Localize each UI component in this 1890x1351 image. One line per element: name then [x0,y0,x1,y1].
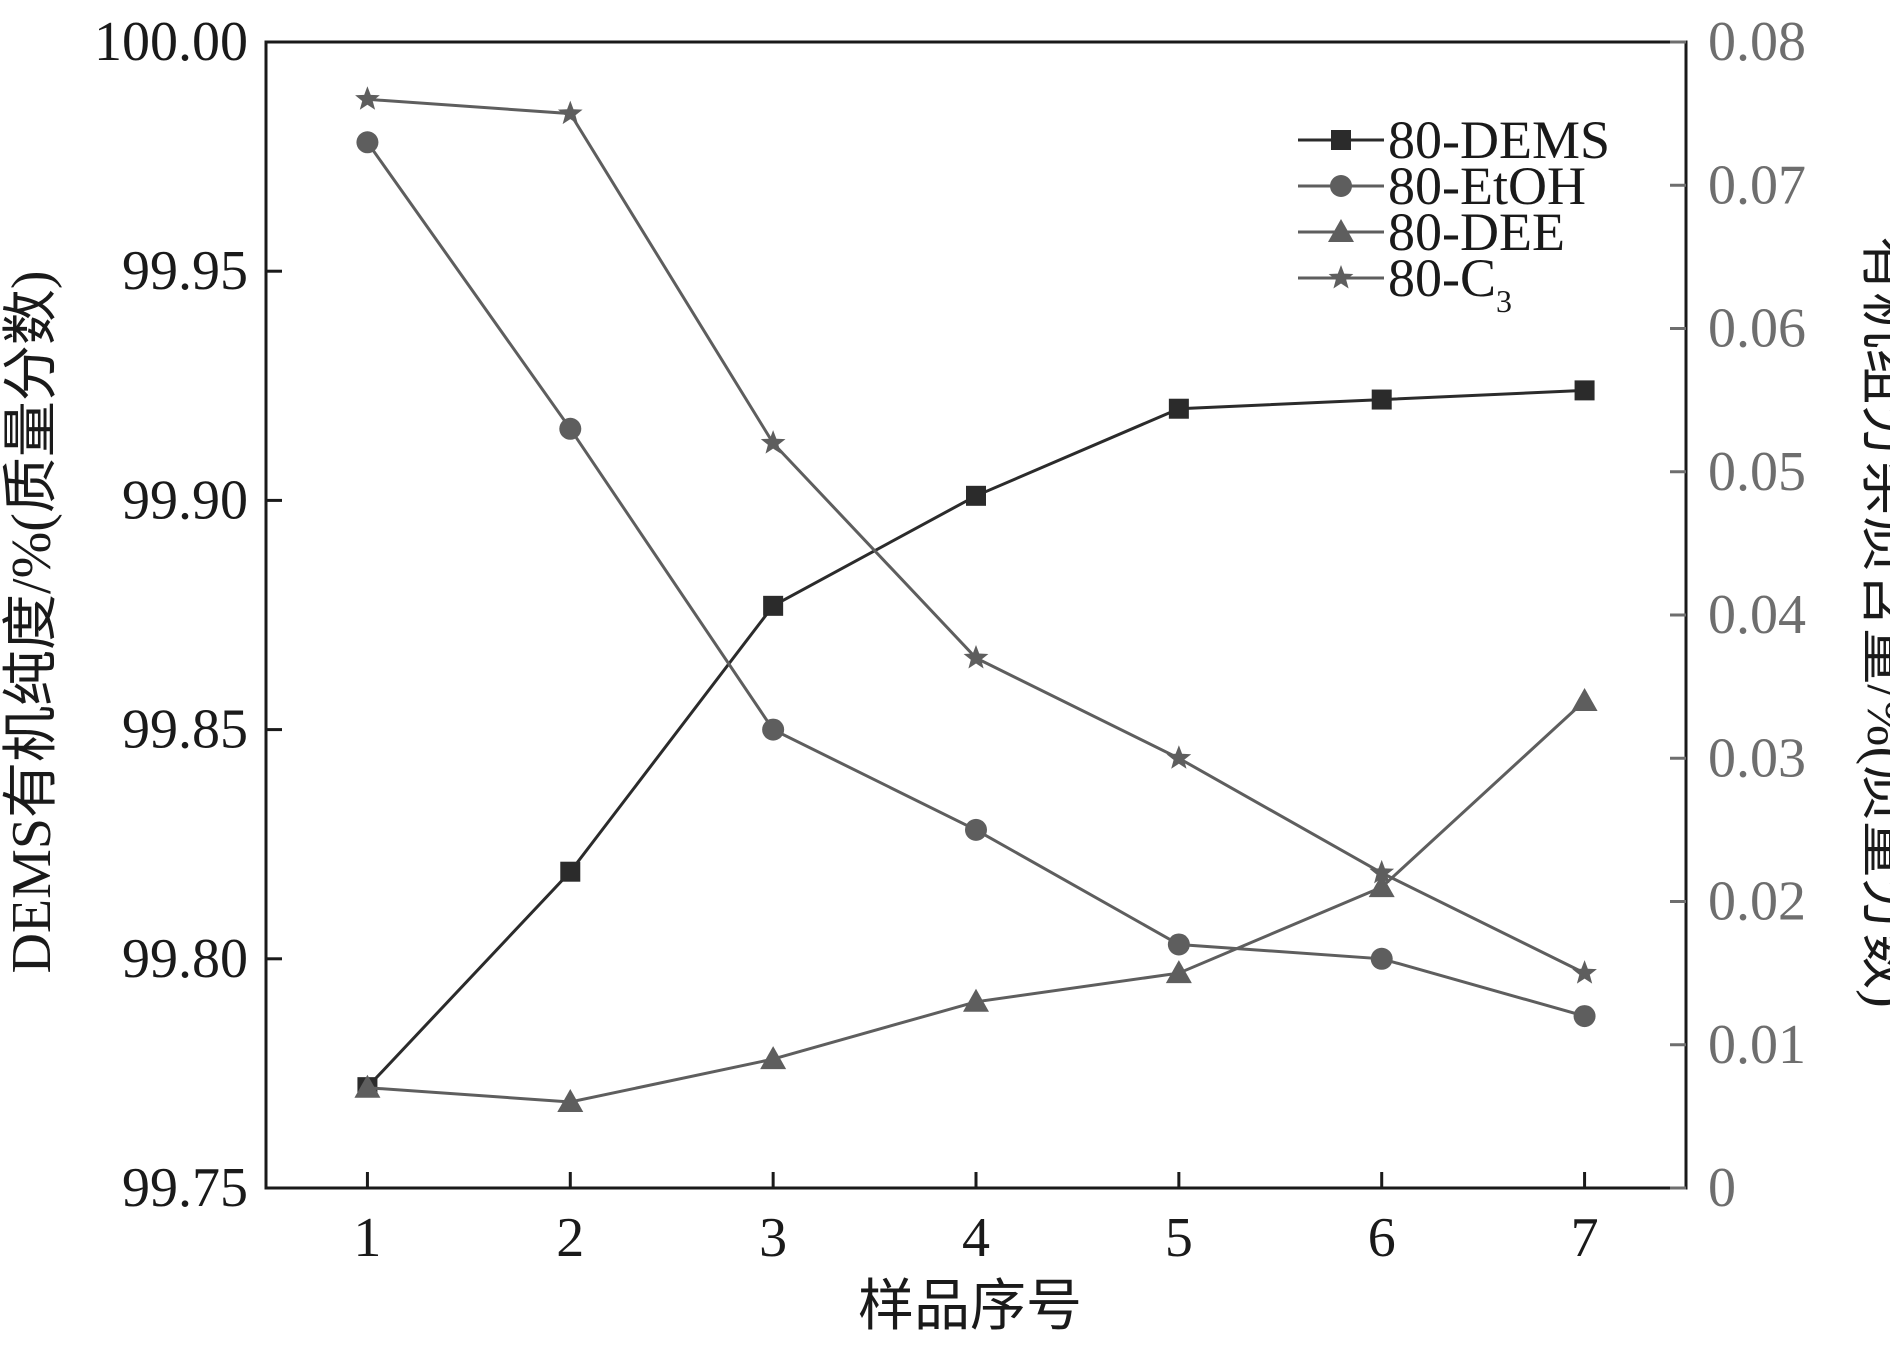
data-point [763,595,784,616]
y-right-tick-label: 0.02 [1708,871,1806,933]
y-axis-left-title: DEMS有机纯度/%(质量分数) [1,270,63,973]
data-point [966,485,986,506]
x-tick-label: 7 [1571,1207,1599,1269]
y-left-tick-label: 99.85 [122,699,248,761]
data-point [1167,933,1190,956]
y-left-tick-label: 99.95 [122,240,248,302]
y-right-tick-label: 0.03 [1708,727,1806,789]
legend-label: 80-EtOH [1388,156,1586,216]
x-tick-label: 1 [353,1207,381,1269]
legend-label: 80-DEE [1388,202,1565,262]
series-line [367,699,1586,1104]
data-point [760,1046,787,1070]
y-right-tick-label: 0.07 [1708,154,1806,216]
x-axis-title: 样品序号 [858,1276,1082,1338]
legend-marker [1331,130,1351,150]
legend-label: 80-C3 [1388,248,1512,319]
y-right-tick-label: 0.08 [1708,11,1806,73]
axis-ticks: 99.75 99.80 99.85 99.90 99.95 100.00 0 0.01 0.02… [94,11,1806,1269]
legend-entry: 80-DEMS [1298,110,1610,170]
data-point [1369,859,1395,884]
data-point [1571,687,1598,711]
data-point [354,1074,381,1098]
x-tick-label: 4 [962,1207,990,1269]
data-point [965,818,987,841]
data-point [355,86,380,110]
data-point [557,1089,584,1113]
y-left-tick-label: 100.00 [94,11,248,73]
data-point [762,718,785,741]
data-point [1574,380,1595,401]
data-point [557,100,583,125]
data-point [559,417,582,440]
data-point [1573,1005,1596,1028]
data-point [1165,960,1192,984]
x-tick-label: 2 [556,1207,584,1269]
x-tick-label: 3 [759,1207,787,1269]
data-point [963,988,989,1012]
data-point [1168,398,1189,419]
series-80-etoh [356,131,1596,1028]
data-point [963,645,989,669]
x-tick-label: 5 [1165,1207,1193,1269]
legend-marker [1328,219,1354,242]
legend-marker [1328,265,1354,289]
legend-entry: 80-DEE [1298,202,1565,262]
legend-marker [1330,175,1352,197]
y-left-tick-label: 99.75 [122,1157,248,1219]
data-point [1370,947,1393,970]
data-point [356,131,379,154]
legend-entry: 80-EtOH [1298,156,1586,216]
y-right-tick-label: 0 [1708,1157,1736,1219]
y-left-tick-label: 99.90 [122,469,248,531]
data-point [1166,745,1192,769]
y-left-tick-label: 99.80 [122,928,248,990]
data-point [1368,874,1395,898]
data-point [1572,960,1597,984]
data-point [560,861,581,882]
y-right-tick-label: 0.06 [1708,298,1806,360]
data-point [1371,389,1392,410]
legend-entry: 80-C3 [1298,248,1512,319]
legend-label: 80-DEMS [1388,110,1610,170]
y-right-tick-label: 0.05 [1708,441,1806,503]
y-axis-right-title: 有机组分杂质含量/%(质量分数) [1855,236,1890,1008]
y-right-tick-label: 0.01 [1708,1014,1806,1076]
series-80-dee [354,687,1598,1113]
y-right-tick-label: 0.04 [1708,584,1806,646]
series-80-c3 [355,86,1597,984]
series-group [354,86,1598,1113]
x-tick-label: 6 [1368,1207,1396,1269]
data-point [760,430,786,454]
